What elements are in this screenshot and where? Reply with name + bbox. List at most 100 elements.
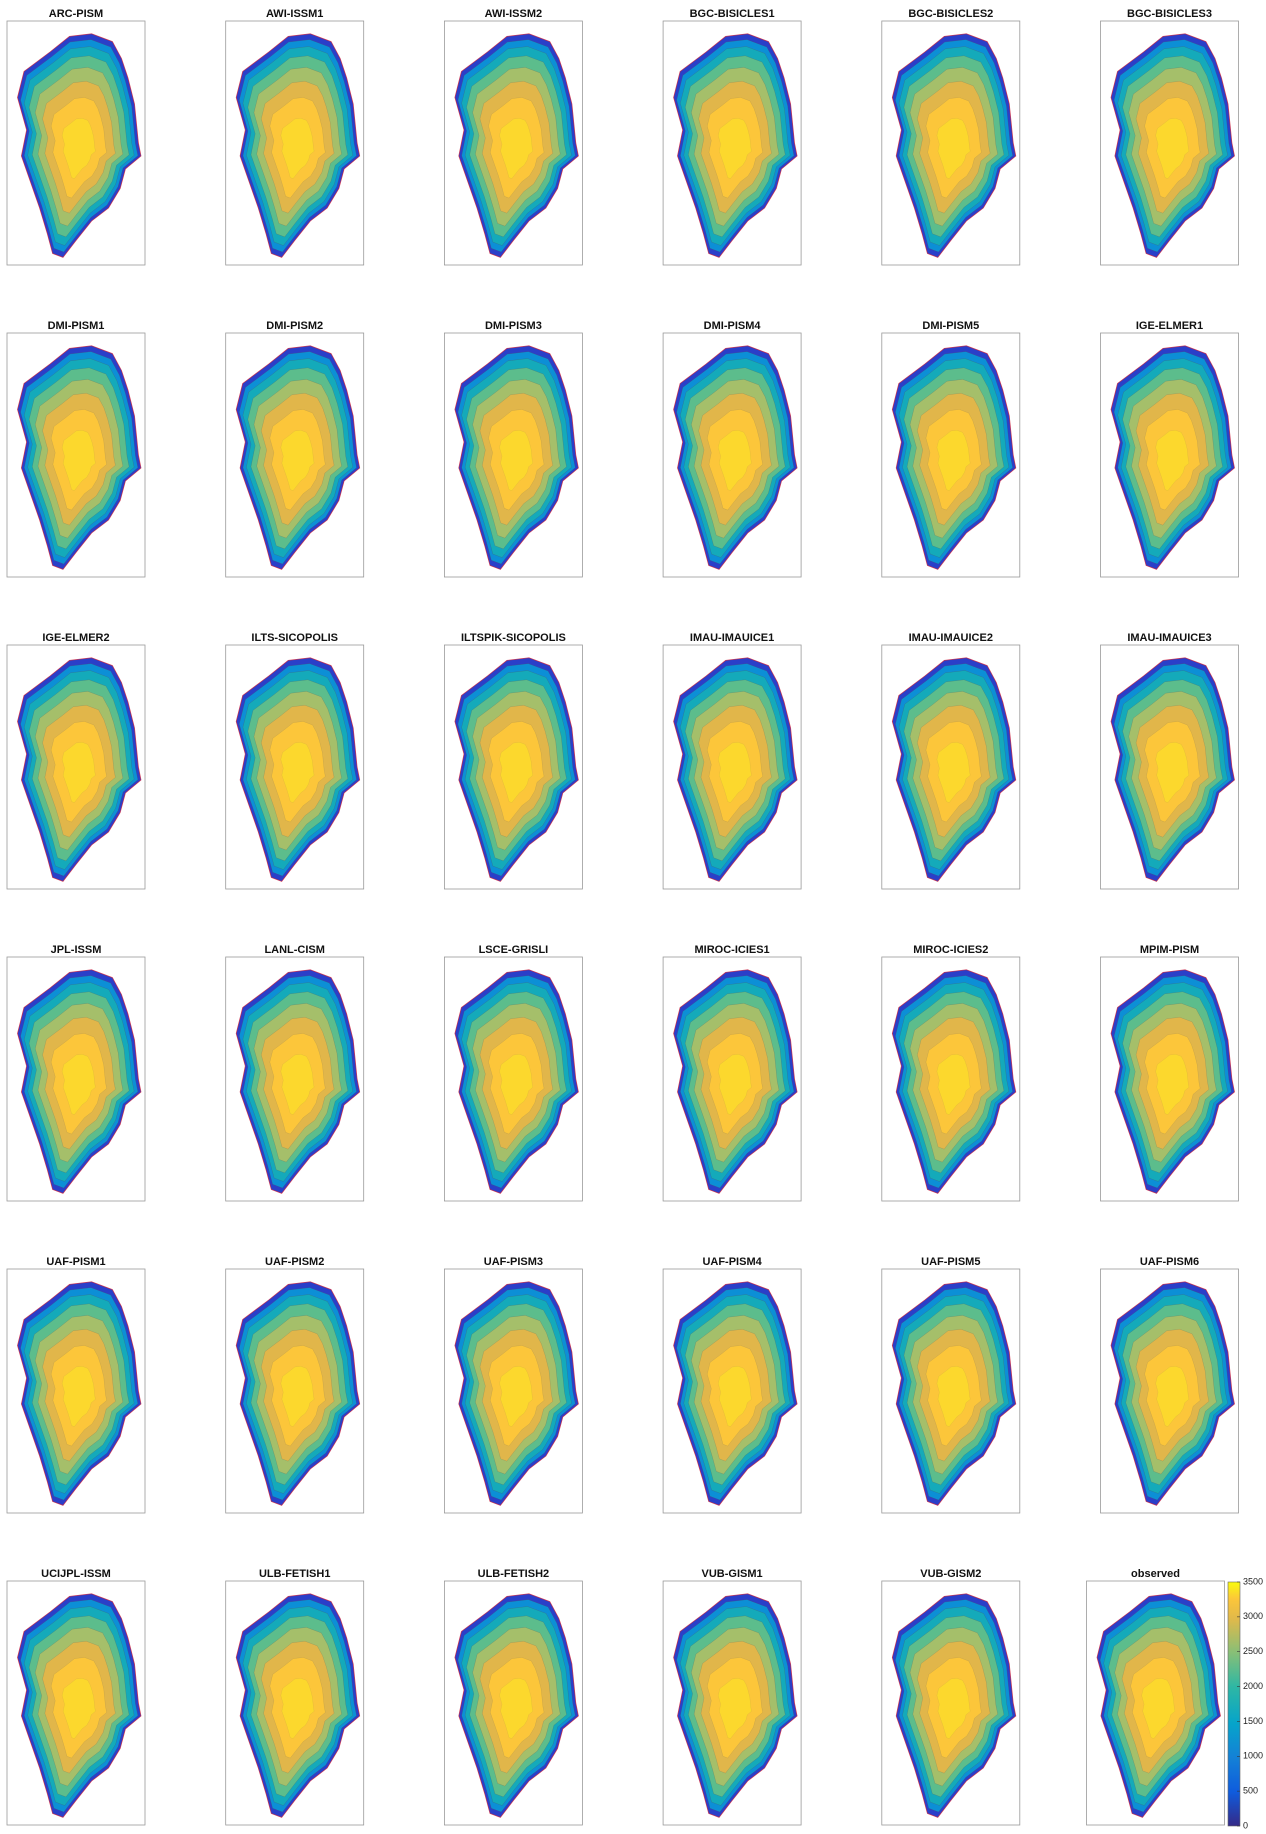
ice-sheet — [18, 970, 142, 1194]
panel-title: ARC-PISM — [49, 8, 103, 20]
map-panel: IMAU-IMAUICE1 — [663, 632, 801, 889]
ice-sheet — [1111, 658, 1235, 882]
ice-sheet — [1111, 34, 1235, 258]
panel-title: VUB-GISM1 — [702, 1568, 763, 1580]
panel-title: UAF-PISM5 — [921, 1256, 980, 1268]
map-panel: IGE-ELMER2 — [7, 632, 145, 889]
panel-title: ILTS-SICOPOLIS — [251, 632, 338, 644]
ice-sheet — [18, 658, 142, 882]
map-panel: UAF-PISM4 — [663, 1256, 801, 1513]
map-panel: BGC-BISICLES2 — [882, 8, 1020, 265]
map-panel: BGC-BISICLES3 — [1101, 8, 1239, 265]
ice-sheet — [236, 346, 359, 570]
map-panel: DMI-PISM3 — [444, 320, 582, 577]
panel-title: VUB-GISM2 — [920, 1568, 981, 1580]
ice-sheet — [236, 1594, 359, 1818]
map-panel: DMI-PISM4 — [663, 320, 801, 577]
ice-sheet — [892, 1594, 1016, 1818]
panel-title: BGC-BISICLES3 — [1127, 8, 1212, 20]
map-panel: ILTSPIK-SICOPOLIS — [444, 632, 582, 889]
ice-sheet — [1111, 1282, 1235, 1506]
panel-title: LSCE-GRISLI — [479, 944, 549, 956]
colorbar-tick-label: 500 — [1243, 1786, 1258, 1796]
ice-sheet — [455, 970, 578, 1194]
map-panel: AWI-ISSM1 — [226, 8, 364, 265]
panel-title: DMI-PISM5 — [922, 320, 979, 332]
panel-title: BGC-BISICLES1 — [690, 8, 775, 20]
ice-sheet — [892, 1282, 1016, 1506]
ice-sheet — [18, 346, 142, 570]
ice-sheet — [455, 34, 578, 258]
map-panel: MPIM-PISM — [1101, 944, 1239, 1201]
panel-title: DMI-PISM2 — [266, 320, 323, 332]
panel-title: AWI-ISSM2 — [485, 8, 542, 20]
map-panel: UAF-PISM1 — [7, 1256, 145, 1513]
panel-title: DMI-PISM3 — [485, 320, 542, 332]
ice-sheet — [892, 970, 1016, 1194]
panel-title: MIROC-ICIES2 — [913, 944, 988, 956]
panel-title: observed — [1131, 1568, 1180, 1580]
map-panel: UAF-PISM5 — [882, 1256, 1020, 1513]
panel-title: IGE-ELMER1 — [1136, 320, 1203, 332]
map-panel: ILTS-SICOPOLIS — [226, 632, 364, 889]
map-panel: observed — [1087, 1568, 1225, 1825]
panel-title: ILTSPIK-SICOPOLIS — [461, 632, 566, 644]
panel-title: MIROC-ICIES1 — [695, 944, 770, 956]
ice-sheet — [455, 658, 578, 882]
panel-title: UAF-PISM2 — [265, 1256, 324, 1268]
panel-title: IMAU-IMAUICE3 — [1127, 632, 1211, 644]
ice-sheet — [1111, 346, 1235, 570]
panel-title: LANL-CISM — [264, 944, 325, 956]
colorbar-tick-label: 2000 — [1243, 1681, 1263, 1691]
ice-sheet — [236, 658, 359, 882]
ice-sheet — [236, 34, 359, 258]
ice-sheet — [674, 346, 798, 570]
panel-title: UAF-PISM4 — [702, 1256, 762, 1268]
colorbar-tick-label: 1000 — [1243, 1751, 1263, 1761]
ice-sheet — [892, 346, 1016, 570]
ice-sheet — [674, 34, 798, 258]
panel-title: ULB-FETISH2 — [478, 1568, 550, 1580]
map-panel: IMAU-IMAUICE3 — [1101, 632, 1239, 889]
map-panel: UAF-PISM2 — [226, 1256, 364, 1513]
ice-sheet — [892, 658, 1016, 882]
ice-sheet — [674, 1594, 798, 1818]
map-panel: UAF-PISM6 — [1101, 1256, 1239, 1513]
map-panel: LANL-CISM — [226, 944, 364, 1201]
map-panel: DMI-PISM1 — [7, 320, 145, 577]
map-panel: IMAU-IMAUICE2 — [882, 632, 1020, 889]
panel-title: IMAU-IMAUICE2 — [909, 632, 993, 644]
colorbar-tick-label: 3500 — [1243, 1576, 1263, 1586]
map-panel: IGE-ELMER1 — [1101, 320, 1239, 577]
map-panel: MIROC-ICIES1 — [663, 944, 801, 1201]
panel-title: DMI-PISM4 — [704, 320, 762, 332]
panel-title: MPIM-PISM — [1140, 944, 1199, 956]
ice-sheet — [18, 34, 142, 258]
map-panel: DMI-PISM5 — [882, 320, 1020, 577]
panel-title: AWI-ISSM1 — [266, 8, 323, 20]
panel-title: UAF-PISM6 — [1140, 1256, 1199, 1268]
map-panel: DMI-PISM2 — [226, 320, 364, 577]
map-panel: JPL-ISSM — [7, 944, 145, 1201]
map-panel: LSCE-GRISLI — [444, 944, 582, 1201]
map-panel: ULB-FETISH1 — [226, 1568, 364, 1825]
panel-title: UCIJPL-ISSM — [41, 1568, 111, 1580]
panel-title: UAF-PISM1 — [46, 1256, 105, 1268]
panel-title: JPL-ISSM — [51, 944, 102, 956]
panel-title: DMI-PISM1 — [48, 320, 105, 332]
ice-sheet — [1111, 970, 1235, 1194]
panel-title: UAF-PISM3 — [484, 1256, 543, 1268]
map-panel: BGC-BISICLES1 — [663, 8, 801, 265]
ice-sheet — [674, 970, 798, 1194]
ice-sheet — [236, 1282, 359, 1506]
ice-sheet — [236, 970, 359, 1194]
map-panel: MIROC-ICIES2 — [882, 944, 1020, 1201]
ice-sheet — [892, 34, 1016, 258]
map-panel: ULB-FETISH2 — [444, 1568, 582, 1825]
map-panel: UAF-PISM3 — [444, 1256, 582, 1513]
ice-sheet — [674, 1282, 798, 1506]
map-panel: UCIJPL-ISSM — [7, 1568, 145, 1825]
ice-sheet — [455, 1282, 578, 1506]
map-panel: AWI-ISSM2 — [444, 8, 582, 265]
